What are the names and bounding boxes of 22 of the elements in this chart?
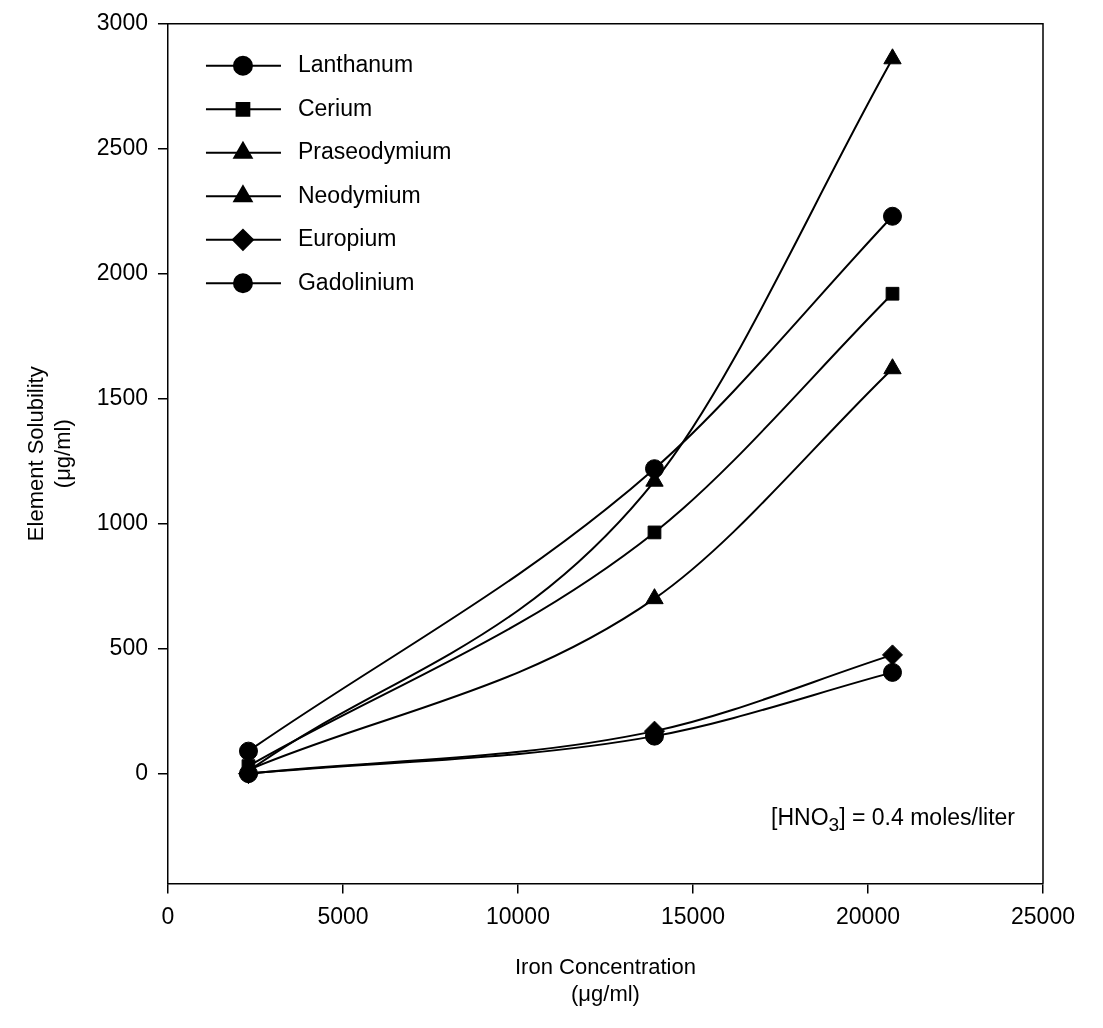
y-tick-label: 0	[135, 758, 148, 785]
legend-label: Praseodymium	[297, 138, 452, 165]
legend-label: Neodymium	[297, 181, 421, 208]
legend-label: Cerium	[297, 94, 373, 121]
y-tick-label: 2500	[96, 134, 148, 161]
legend-label: Europium	[297, 225, 397, 252]
y-tick-label: 500	[109, 634, 148, 660]
y-axis-title: Element Solubility (μg/ml)	[23, 366, 75, 542]
annotation: [HNO$_{3}$] = 0.4 moles/liter	[771, 803, 1015, 836]
x-tick-label: 5000	[317, 902, 369, 929]
y-tick-label: 3000	[96, 9, 148, 36]
legend-label: Lanthanum	[297, 51, 414, 78]
y-tick-label: 1500	[96, 384, 148, 411]
y-tick-label: 2000	[96, 259, 148, 286]
legend-label: Gadolinium	[297, 268, 415, 295]
y-tick-label: 1000	[96, 509, 148, 536]
x-tick-label: 10000	[486, 902, 550, 929]
x-axis-title: Iron Concentration (μg/ml)	[514, 954, 696, 1006]
x-tick-label: 25000	[1011, 902, 1075, 929]
x-tick-label: 20000	[836, 902, 900, 929]
x-tick-label: 15000	[661, 902, 725, 929]
x-tick-label: 0	[161, 902, 175, 929]
